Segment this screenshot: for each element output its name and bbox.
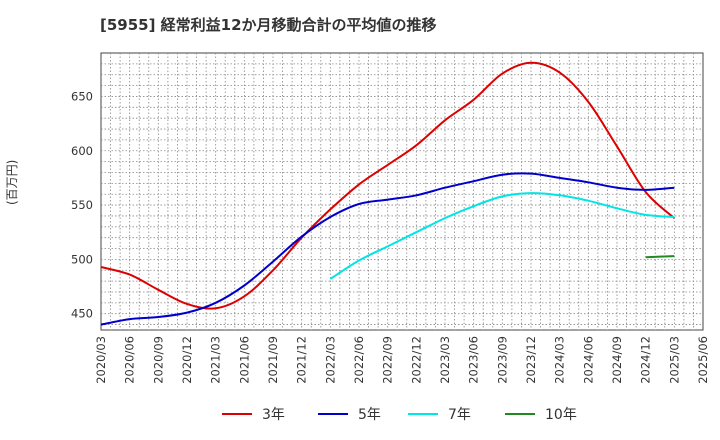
x-tick-label: 2021/06 bbox=[237, 336, 251, 384]
x-tick-label: 2020/12 bbox=[180, 336, 194, 384]
y-tick-label: 450 bbox=[71, 307, 93, 321]
x-tick-label: 2021/09 bbox=[266, 336, 280, 384]
series-line-3年 bbox=[100, 61, 675, 310]
series-lines bbox=[100, 61, 675, 326]
series-line-5年 bbox=[100, 172, 675, 326]
y-axis-ticks: 450 500 550 600 650 bbox=[71, 89, 93, 320]
x-tick-label: 2024/12 bbox=[639, 336, 653, 384]
x-tick-label: 2023/09 bbox=[495, 336, 509, 384]
x-tick-label: 2023/12 bbox=[524, 336, 538, 384]
x-tick-label: 2020/03 bbox=[94, 336, 108, 384]
chart-title: [5955] 経常利益12か月移動合計の平均値の推移 bbox=[100, 16, 437, 34]
x-tick-label: 2021/03 bbox=[209, 336, 223, 384]
x-tick-label: 2025/06 bbox=[696, 336, 710, 384]
legend-label: 5年 bbox=[358, 407, 381, 423]
x-tick-label: 2024/06 bbox=[581, 336, 595, 384]
legend-label: 10年 bbox=[545, 407, 577, 423]
x-axis-ticks: 2020/03 2020/06 2020/09 2020/12 2021/03 2021/… bbox=[94, 336, 710, 384]
y-tick-label: 550 bbox=[71, 198, 93, 212]
series-line-10年 bbox=[645, 255, 675, 259]
x-tick-label: 2021/12 bbox=[295, 336, 309, 384]
x-tick-label: 2022/06 bbox=[352, 336, 366, 384]
legend: 3年 5年 7年 10年 bbox=[222, 407, 577, 423]
x-tick-label: 2022/03 bbox=[323, 336, 337, 384]
series-line-7年 bbox=[329, 192, 675, 280]
gridlines bbox=[101, 53, 703, 330]
x-tick-label: 2024/09 bbox=[610, 336, 624, 384]
x-tick-label: 2022/12 bbox=[409, 336, 423, 384]
x-tick-label: 2020/09 bbox=[151, 336, 165, 384]
y-tick-label: 650 bbox=[71, 89, 93, 103]
x-tick-label: 2020/06 bbox=[123, 336, 137, 384]
plot-area bbox=[100, 52, 704, 331]
legend-label: 3年 bbox=[262, 407, 285, 423]
y-tick-label: 600 bbox=[71, 144, 93, 158]
y-tick-label: 500 bbox=[71, 252, 93, 266]
x-tick-label: 2023/03 bbox=[438, 336, 452, 384]
x-tick-label: 2025/03 bbox=[667, 336, 681, 384]
legend-label: 7年 bbox=[448, 407, 471, 423]
x-tick-label: 2024/03 bbox=[553, 336, 567, 384]
x-tick-label: 2023/06 bbox=[467, 336, 481, 384]
x-tick-label: 2022/09 bbox=[381, 336, 395, 384]
